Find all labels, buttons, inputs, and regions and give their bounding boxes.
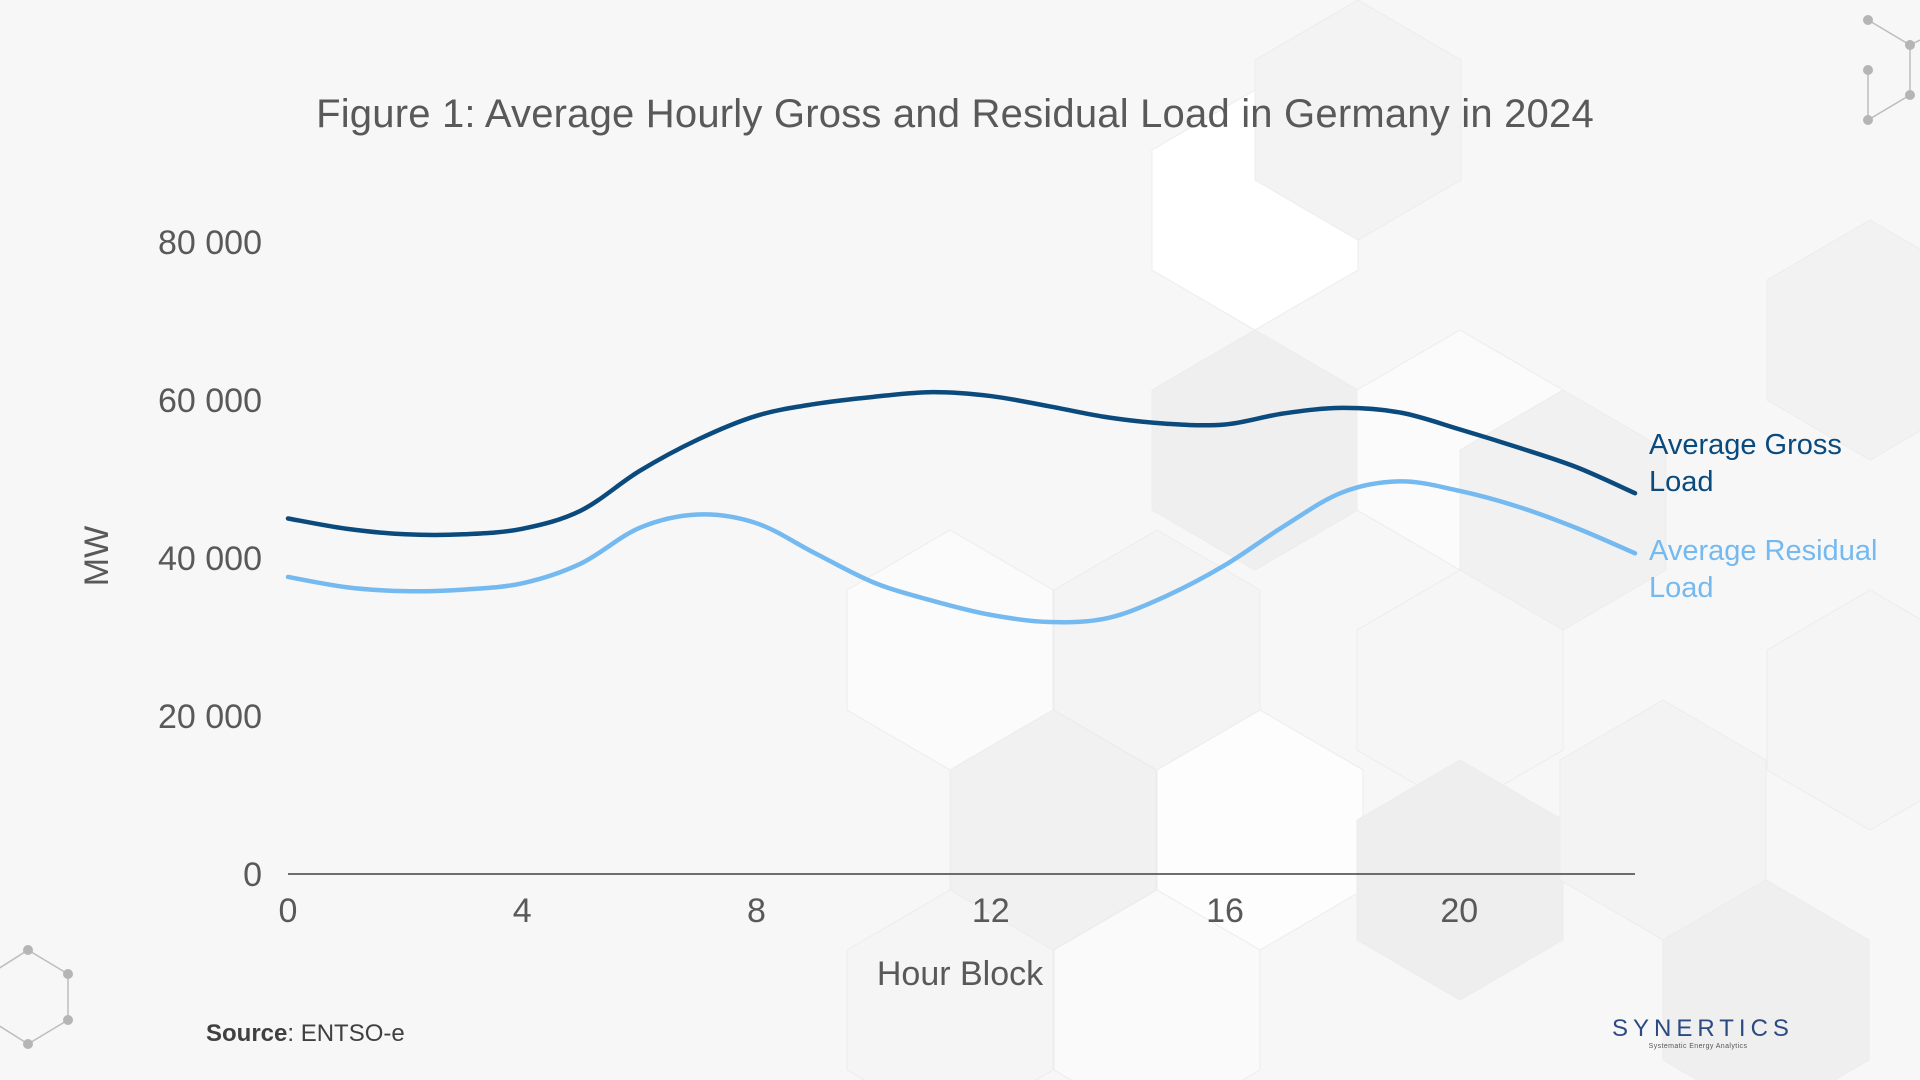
y-tick-label: 80 000 (158, 224, 262, 262)
series-line-average-residual-load (285, 479, 1638, 625)
synertics-logo: SYNERTICS Systematic Energy Analytics (1612, 1015, 1794, 1052)
series-line-average-gross-load (285, 389, 1638, 538)
y-axis-label: MW (78, 526, 116, 586)
series-label-average-gross-load: Average Gross Load (1649, 429, 1842, 498)
x-tick-label: 16 (1206, 892, 1244, 930)
y-axis-ticks: 0 20 000 40 000 60 000 80 000 (158, 224, 262, 894)
x-tick-label: 12 (972, 892, 1010, 930)
x-axis-label: Hour Block (877, 955, 1044, 993)
logo-name: SYNERTICS (1612, 1015, 1794, 1042)
x-tick-label: 0 (279, 892, 298, 930)
y-tick-label: 60 000 (158, 382, 262, 420)
x-tick-label: 4 (513, 892, 532, 930)
x-axis-ticks: 0 4 8 12 16 20 (279, 892, 1479, 930)
series-label-average-residual-load: Average Residual Load (1649, 535, 1877, 604)
series-labels: Average Gross Load Average Residual Load (1649, 429, 1877, 604)
source-label: Source (206, 1020, 288, 1047)
y-tick-label: 40 000 (158, 540, 262, 578)
x-tick-label: 20 (1440, 892, 1478, 930)
logo-tagline: Systematic Energy Analytics (1648, 1043, 1748, 1050)
x-tick-label: 8 (747, 892, 766, 930)
source-text: : ENTSO-e (287, 1020, 405, 1047)
y-tick-label: 20 000 (158, 698, 262, 736)
series-lines (285, 389, 1638, 625)
source-note: Source: ENTSO-e (206, 1020, 405, 1048)
chart-title: Figure 1: Average Hourly Gross and Resid… (316, 92, 1594, 136)
y-tick-label: 0 (243, 856, 262, 894)
